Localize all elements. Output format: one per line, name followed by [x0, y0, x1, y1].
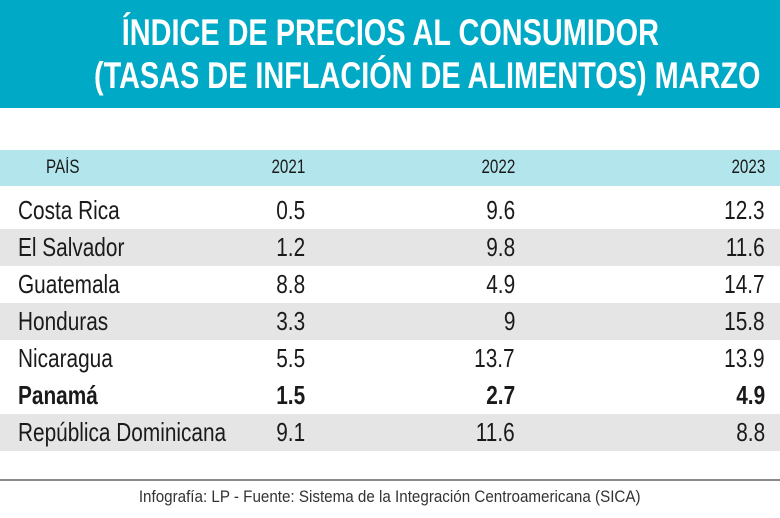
value-2021: 1.2 [276, 232, 305, 262]
country-cell: Panamá [18, 380, 98, 410]
table-row: Costa Rica 0.5 9.6 12.3 [0, 192, 780, 229]
header-country: PAÍS [46, 157, 80, 178]
value-2022: 13.7 [474, 343, 515, 373]
value-2021: 3.3 [276, 306, 305, 336]
title-banner: ÍNDICE DE PRECIOS AL CONSUMIDOR (TASAS D… [0, 0, 780, 108]
country-cell: Guatemala [18, 269, 120, 299]
value-2023: 15.8 [724, 306, 765, 336]
table-row: El Salvador 1.2 9.8 11.6 [0, 229, 780, 266]
header-2022: 2022 [481, 157, 515, 178]
value-2022: 9 [503, 306, 515, 336]
country-cell: República Dominicana [18, 417, 227, 447]
header-2021: 2021 [271, 157, 305, 178]
table-row: Guatemala 8.8 4.9 14.7 [0, 266, 780, 303]
table-row: Nicaragua 5.5 13.7 13.9 [0, 340, 780, 377]
value-2023: 11.6 [726, 232, 765, 262]
country-cell: Costa Rica [18, 195, 120, 225]
value-2023: 14.7 [724, 269, 765, 299]
country-cell: Nicaragua [18, 343, 113, 373]
value-2022: 9.8 [486, 232, 515, 262]
value-2023: 8.8 [736, 417, 765, 447]
title-line-2: (TASAS DE INFLACIÓN DE ALIMENTOS) MARZO [93, 55, 761, 96]
table-header: PAÍS 2021 2022 2023 [0, 150, 780, 186]
divider [0, 479, 780, 481]
title-line-1: ÍNDICE DE PRECIOS AL CONSUMIDOR [121, 12, 659, 53]
value-2021: 5.5 [276, 343, 305, 373]
value-2021: 9.1 [276, 417, 305, 447]
table-row: Honduras 3.3 9 15.8 [0, 303, 780, 340]
table-row: Panamá 1.5 2.7 4.9 [0, 377, 780, 414]
value-2023: 13.9 [724, 343, 765, 373]
value-2023: 12.3 [724, 195, 765, 225]
value-2021: 8.8 [276, 269, 305, 299]
value-2022: 2.7 [486, 380, 515, 410]
value-2023: 4.9 [736, 380, 765, 410]
country-cell: Honduras [18, 306, 109, 336]
country-cell: El Salvador [18, 232, 125, 262]
value-2021: 0.5 [276, 195, 305, 225]
value-2021: 1.5 [276, 380, 305, 410]
value-2022: 11.6 [476, 417, 515, 447]
value-2022: 9.6 [486, 195, 515, 225]
value-2022: 4.9 [486, 269, 515, 299]
header-2023: 2023 [731, 157, 765, 178]
source-caption: Infografía: LP - Fuente: Sistema de la I… [139, 488, 641, 506]
table-row: República Dominicana 9.1 11.6 8.8 [0, 414, 780, 451]
